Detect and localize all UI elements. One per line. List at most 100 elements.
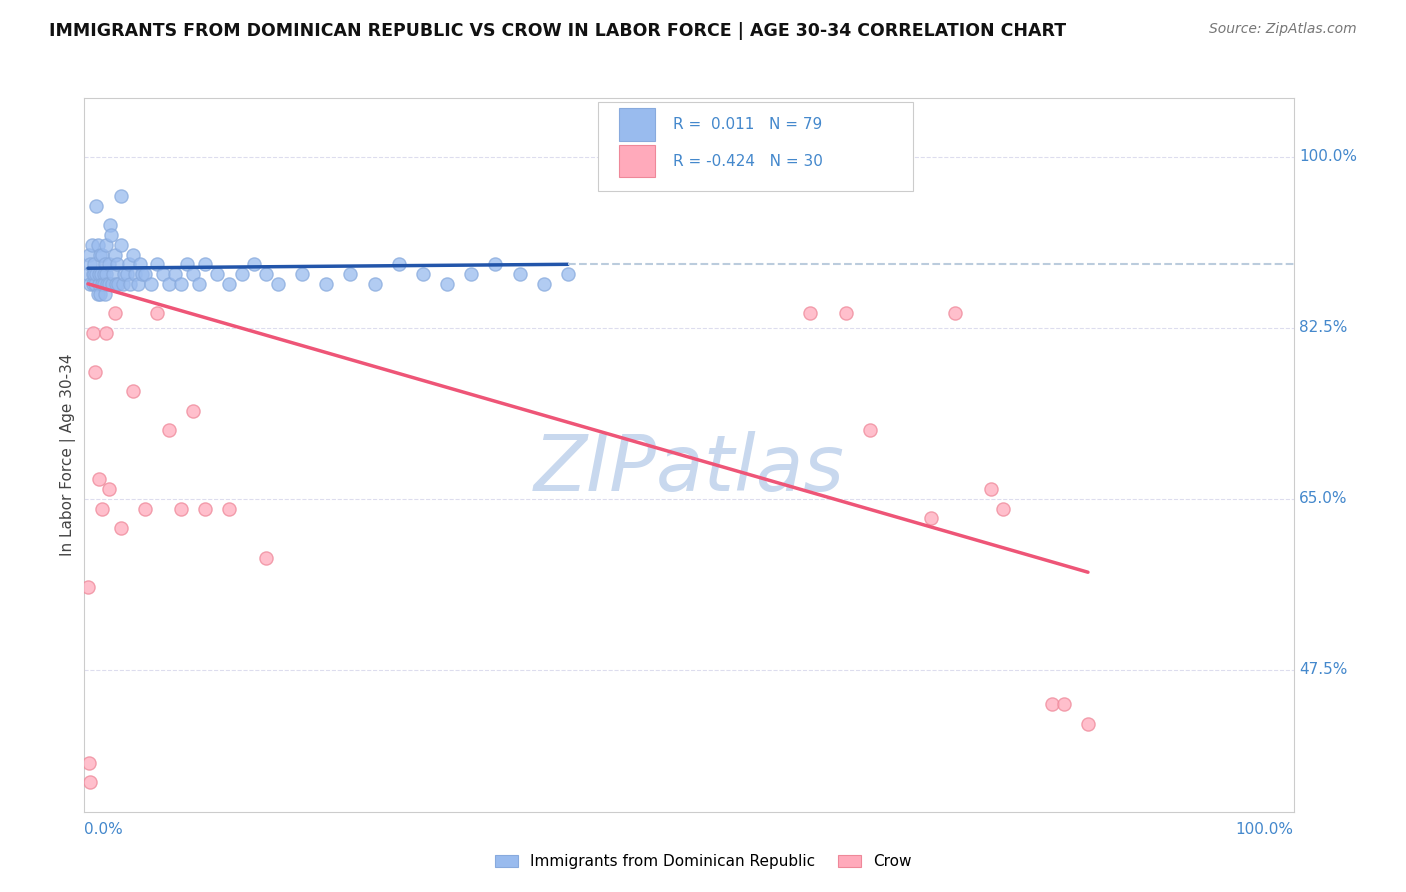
Point	[118, 257, 141, 271]
Text: 0.0%: 0.0%	[84, 822, 124, 838]
FancyBboxPatch shape	[619, 145, 655, 178]
Text: Source: ZipAtlas.com: Source: ZipAtlas.com	[1209, 22, 1357, 37]
Point	[980, 482, 1002, 496]
Point	[86, 286, 108, 301]
Point	[218, 277, 240, 291]
Point	[86, 267, 108, 281]
Point	[134, 501, 156, 516]
Point	[107, 277, 129, 291]
Point	[94, 326, 117, 340]
Point	[110, 521, 132, 535]
Point	[509, 267, 531, 281]
Point	[97, 257, 120, 271]
Point	[101, 277, 124, 291]
Point	[104, 306, 127, 320]
Point	[859, 424, 882, 438]
Point	[146, 306, 169, 320]
Point	[79, 257, 101, 271]
Point	[97, 482, 120, 496]
Point	[104, 277, 127, 291]
Point	[194, 257, 217, 271]
Y-axis label: In Labor Force | Age 30-34: In Labor Force | Age 30-34	[60, 353, 76, 557]
Point	[87, 277, 110, 291]
Point	[91, 501, 114, 516]
Point	[163, 267, 186, 281]
Point	[557, 267, 579, 281]
Point	[188, 277, 211, 291]
Point	[97, 277, 120, 291]
Point	[436, 277, 458, 291]
Point	[207, 267, 229, 281]
Point	[80, 237, 103, 252]
Text: IMMIGRANTS FROM DOMINICAN REPUBLIC VS CROW IN LABOR FORCE | AGE 30-34 CORRELATIO: IMMIGRANTS FROM DOMINICAN REPUBLIC VS CR…	[49, 22, 1066, 40]
Point	[86, 237, 108, 252]
Point	[157, 424, 180, 438]
Point	[181, 404, 204, 418]
Point	[124, 267, 146, 281]
Point	[943, 306, 966, 320]
Point	[157, 277, 180, 291]
FancyBboxPatch shape	[619, 109, 655, 141]
Text: 100.0%: 100.0%	[1299, 149, 1357, 164]
Point	[96, 277, 118, 291]
Point	[112, 277, 135, 291]
Point	[1053, 697, 1076, 711]
Point	[82, 267, 104, 281]
Point	[242, 257, 264, 271]
Point	[920, 511, 942, 525]
Point	[94, 267, 117, 281]
Point	[82, 326, 104, 340]
Point	[93, 277, 115, 291]
Point	[120, 277, 142, 291]
Point	[110, 237, 132, 252]
Point	[77, 267, 100, 281]
Point	[254, 267, 277, 281]
Point	[83, 267, 105, 281]
Point	[363, 277, 385, 291]
Point	[77, 756, 100, 770]
Point	[993, 501, 1015, 516]
Point	[218, 501, 240, 516]
Point	[103, 267, 125, 281]
Point	[146, 257, 169, 271]
FancyBboxPatch shape	[599, 102, 912, 191]
Point	[134, 267, 156, 281]
Point	[170, 501, 193, 516]
Point	[152, 267, 174, 281]
Point	[115, 267, 138, 281]
Point	[77, 247, 100, 261]
Point	[1040, 697, 1063, 711]
Point	[231, 267, 253, 281]
Point	[170, 277, 193, 291]
Point	[94, 237, 117, 252]
Point	[254, 550, 277, 565]
Point	[87, 267, 110, 281]
Point	[105, 257, 128, 271]
Text: 47.5%: 47.5%	[1299, 663, 1347, 678]
Point	[412, 267, 434, 281]
Point	[121, 384, 143, 399]
Point	[339, 267, 361, 281]
Point	[121, 247, 143, 261]
Point	[89, 247, 111, 261]
Point	[104, 247, 127, 261]
Text: R = -0.424   N = 30: R = -0.424 N = 30	[673, 154, 823, 169]
Point	[110, 189, 132, 203]
Point	[87, 472, 110, 486]
Text: 65.0%: 65.0%	[1299, 491, 1347, 507]
Point	[89, 286, 111, 301]
Point	[93, 267, 115, 281]
Point	[460, 267, 482, 281]
Point	[77, 580, 100, 594]
Point	[181, 267, 204, 281]
Point	[131, 267, 153, 281]
Point	[388, 257, 411, 271]
Point	[129, 257, 152, 271]
Point	[91, 277, 114, 291]
Point	[127, 277, 149, 291]
Point	[100, 227, 122, 242]
Point	[799, 306, 821, 320]
Text: ZIPatlas: ZIPatlas	[533, 431, 845, 508]
Point	[176, 257, 198, 271]
Point	[291, 267, 314, 281]
